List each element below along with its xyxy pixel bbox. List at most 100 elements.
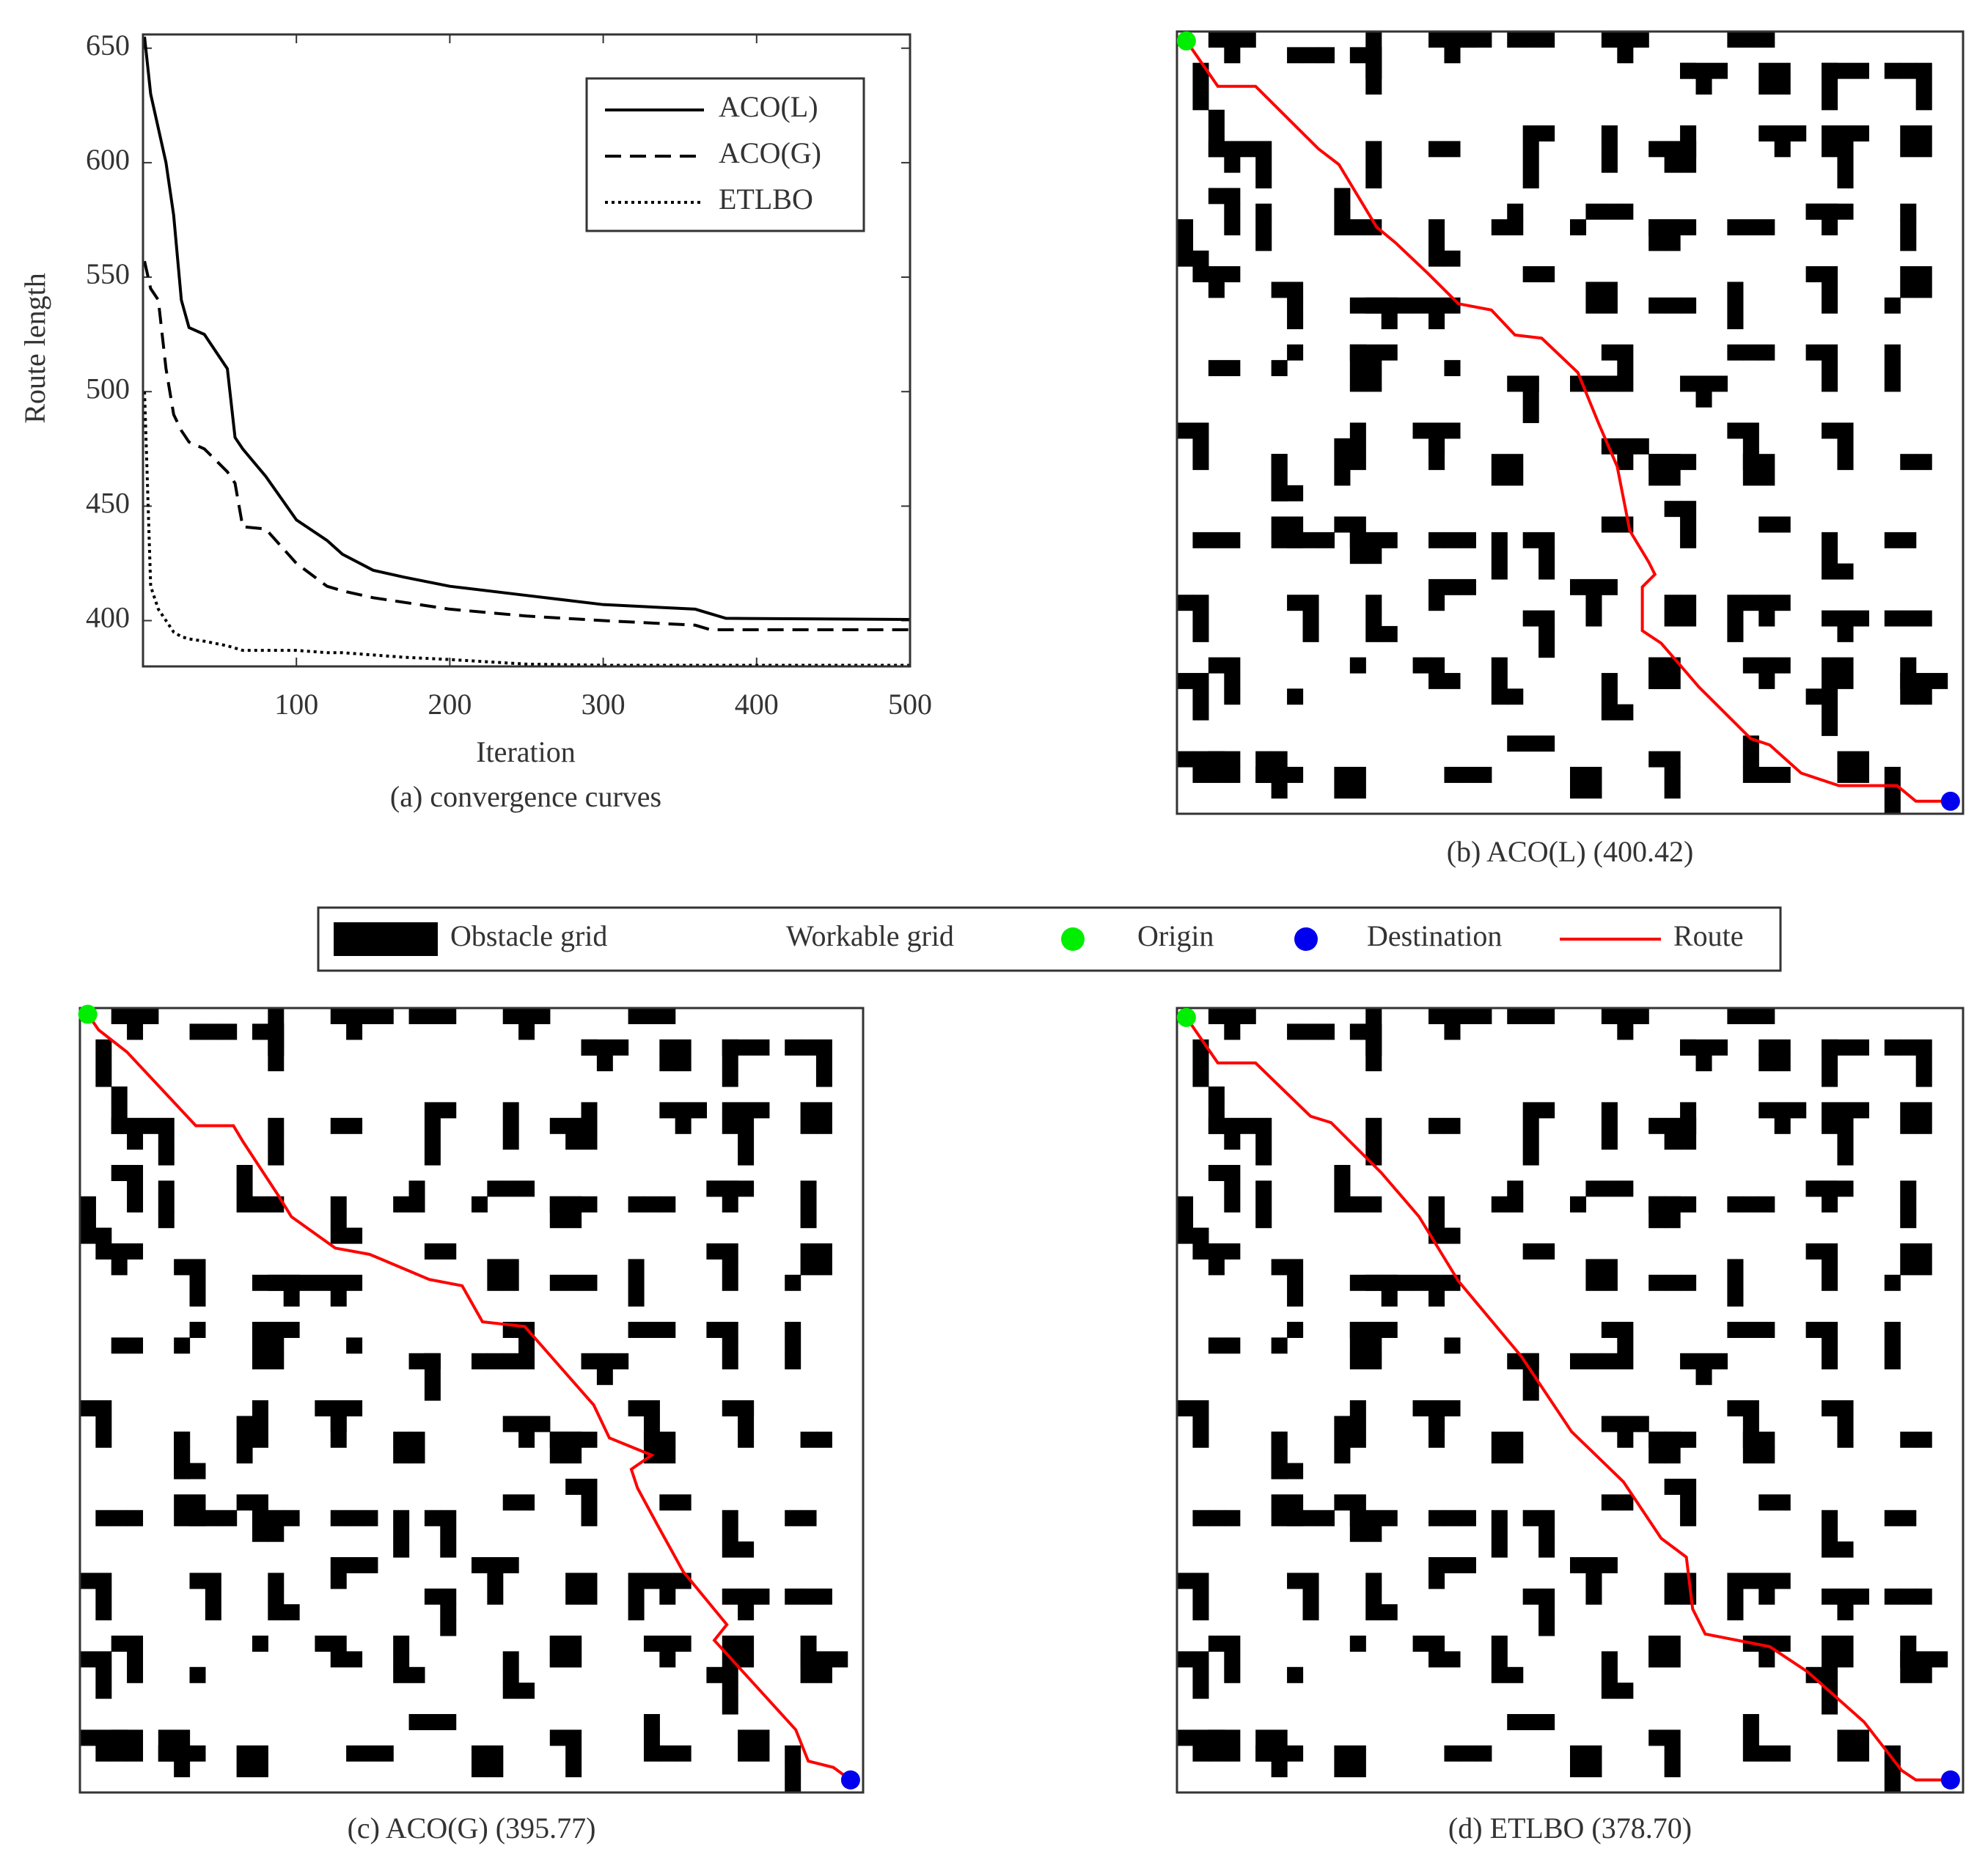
obstacle (1822, 422, 1838, 439)
obstacle (1208, 1729, 1225, 1746)
obstacle (1664, 1133, 1681, 1150)
obstacle (1334, 516, 1351, 533)
caption: (a) convergence curves (390, 780, 661, 813)
obstacle (1727, 32, 1744, 48)
obstacle (675, 1039, 692, 1056)
obstacle (1208, 657, 1225, 674)
obstacle (800, 1196, 817, 1213)
obstacle (1601, 344, 1618, 361)
obstacle (1538, 1510, 1555, 1526)
obstacle (1271, 516, 1288, 533)
obstacle (1884, 1776, 1901, 1793)
obstacle (80, 1651, 96, 1668)
obstacle (1822, 62, 1838, 79)
obstacle (1349, 360, 1366, 377)
obstacle (565, 1133, 582, 1150)
obstacle (565, 1651, 582, 1668)
obstacle (1837, 1180, 1854, 1197)
obstacle (362, 1510, 378, 1526)
obstacle (330, 1431, 347, 1448)
obstacle (1758, 125, 1775, 141)
obstacle (1224, 1729, 1241, 1746)
obstacle (315, 1636, 331, 1652)
obstacle (1601, 1683, 1618, 1699)
obstacle (1900, 1636, 1917, 1652)
obstacle (1428, 297, 1445, 314)
obstacle (1255, 1745, 1272, 1762)
obstacle (738, 1400, 755, 1416)
obstacle (440, 1619, 457, 1636)
obstacle (1365, 62, 1382, 79)
obstacle (1774, 595, 1791, 611)
obstacle (1444, 1008, 1461, 1024)
obstacle (268, 1133, 285, 1150)
obstacle (205, 1588, 221, 1605)
obstacle (189, 1463, 206, 1479)
obstacle (1822, 78, 1838, 95)
obstacle (424, 1243, 441, 1260)
obstacle (440, 1526, 457, 1542)
obstacle (1585, 375, 1602, 392)
obstacle (549, 1117, 566, 1134)
obstacle (1224, 32, 1241, 48)
obstacle (1349, 1745, 1366, 1762)
obstacle (738, 1431, 755, 1448)
obstacle (1680, 1117, 1697, 1134)
obstacle (1585, 1180, 1602, 1197)
obstacle (1459, 32, 1476, 48)
obstacle (738, 1729, 755, 1746)
obstacle (1758, 1447, 1775, 1464)
obstacle (1727, 1322, 1744, 1338)
obstacle (1900, 1666, 1917, 1683)
obstacle (1664, 1761, 1681, 1778)
obstacle (424, 1353, 441, 1369)
obstacle (252, 1431, 268, 1448)
obstacle (1774, 1117, 1791, 1134)
obstacle (722, 1636, 738, 1652)
obstacle (1428, 1636, 1445, 1652)
obstacle (1758, 1431, 1775, 1448)
obstacle (659, 1573, 676, 1589)
obstacle (1648, 1729, 1665, 1746)
caption: (c) ACO(G) (395.77) (348, 1812, 596, 1845)
obstacle (1522, 532, 1539, 548)
obstacle (1664, 766, 1681, 783)
obstacle (1208, 1086, 1225, 1103)
obstacle (268, 1039, 285, 1056)
obstacle (1522, 1714, 1539, 1730)
obstacle (1271, 782, 1288, 799)
obstacle (800, 1588, 817, 1605)
obstacle (1428, 1400, 1445, 1416)
obstacle (1224, 766, 1241, 783)
obstacle (628, 1604, 645, 1621)
obstacle (1365, 1274, 1382, 1291)
obstacle (1822, 1698, 1838, 1715)
obstacle (1742, 1196, 1759, 1213)
obstacle (1381, 1322, 1398, 1338)
obstacle (581, 1353, 598, 1369)
obstacle (722, 1259, 738, 1276)
obstacle (1664, 782, 1681, 799)
obstacle (1758, 672, 1775, 689)
obstacle (785, 1039, 802, 1056)
obstacle (581, 1510, 598, 1526)
obstacle (738, 1588, 755, 1605)
obstacle (549, 1447, 566, 1464)
obstacle (1522, 266, 1539, 283)
obstacle (1680, 610, 1697, 627)
obstacle (1884, 1761, 1901, 1778)
obstacle (221, 1510, 238, 1526)
obstacle (1334, 1431, 1351, 1448)
obstacle (174, 1447, 191, 1464)
obstacle (111, 1510, 128, 1526)
obstacle (1884, 1745, 1901, 1762)
obstacle (1522, 610, 1539, 627)
obstacle (1852, 751, 1869, 768)
obstacle (440, 1102, 457, 1119)
obstacle (1680, 1588, 1697, 1605)
obstacle (1900, 610, 1917, 627)
obstacle (1837, 625, 1854, 642)
obstacle (1601, 141, 1618, 158)
obstacle (1774, 78, 1791, 95)
obstacle (785, 1353, 802, 1369)
